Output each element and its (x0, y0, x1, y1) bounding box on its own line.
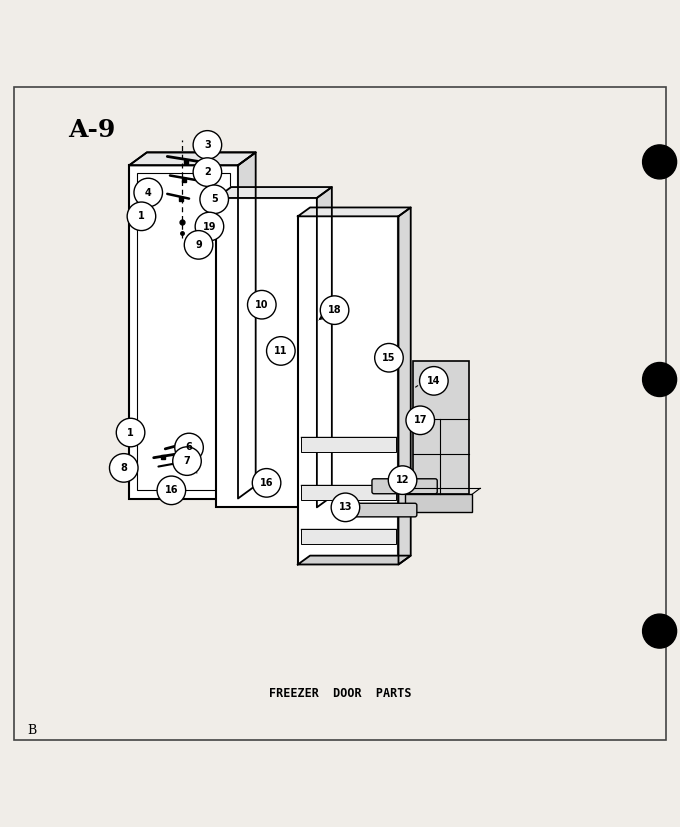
FancyBboxPatch shape (413, 361, 469, 494)
Polygon shape (216, 187, 332, 198)
Text: 6: 6 (186, 442, 192, 452)
FancyBboxPatch shape (372, 479, 437, 494)
Circle shape (200, 185, 228, 213)
Circle shape (173, 447, 201, 476)
Text: 18: 18 (328, 305, 341, 315)
Circle shape (420, 366, 448, 395)
FancyBboxPatch shape (129, 165, 238, 499)
FancyBboxPatch shape (345, 504, 417, 517)
Text: 1: 1 (138, 212, 145, 222)
Polygon shape (238, 152, 256, 499)
FancyBboxPatch shape (301, 485, 396, 500)
Circle shape (116, 418, 145, 447)
Circle shape (157, 476, 186, 504)
Text: 17: 17 (413, 415, 427, 425)
Text: 4: 4 (145, 188, 152, 198)
Circle shape (406, 406, 435, 434)
Text: FREEZER  DOOR  PARTS: FREEZER DOOR PARTS (269, 687, 411, 700)
Text: 2: 2 (204, 167, 211, 177)
Polygon shape (129, 152, 256, 165)
Text: 3: 3 (204, 140, 211, 150)
Circle shape (193, 158, 222, 186)
Text: 7: 7 (184, 457, 190, 466)
Text: 11: 11 (274, 346, 288, 356)
Polygon shape (298, 208, 411, 217)
FancyBboxPatch shape (301, 529, 396, 544)
FancyBboxPatch shape (298, 217, 398, 565)
Text: 9: 9 (195, 240, 202, 250)
Text: 8: 8 (120, 463, 127, 473)
Circle shape (134, 179, 163, 207)
FancyBboxPatch shape (14, 87, 666, 740)
FancyBboxPatch shape (301, 437, 396, 452)
Polygon shape (398, 208, 411, 565)
Text: 15: 15 (382, 353, 396, 363)
Polygon shape (298, 556, 411, 565)
Circle shape (643, 362, 677, 396)
Circle shape (320, 296, 349, 324)
Text: 5: 5 (211, 194, 218, 204)
FancyBboxPatch shape (137, 174, 230, 490)
Circle shape (252, 469, 281, 497)
Circle shape (267, 337, 295, 366)
FancyBboxPatch shape (405, 495, 472, 512)
Circle shape (248, 290, 276, 319)
FancyBboxPatch shape (216, 198, 317, 507)
Text: 19: 19 (203, 222, 216, 232)
Circle shape (175, 433, 203, 461)
Text: 16: 16 (260, 478, 273, 488)
Text: 13: 13 (339, 502, 352, 513)
Text: A-9: A-9 (68, 117, 116, 141)
Text: 1: 1 (127, 428, 134, 437)
Polygon shape (317, 187, 332, 507)
Circle shape (127, 202, 156, 231)
Circle shape (375, 343, 403, 372)
Text: B: B (27, 724, 37, 737)
Circle shape (109, 454, 138, 482)
Text: 16: 16 (165, 485, 178, 495)
Circle shape (643, 145, 677, 179)
Text: 10: 10 (255, 299, 269, 309)
Circle shape (643, 614, 677, 648)
Text: 12: 12 (396, 476, 409, 485)
Circle shape (193, 131, 222, 159)
Text: 14: 14 (427, 375, 441, 386)
Circle shape (331, 493, 360, 522)
Circle shape (388, 466, 417, 495)
Circle shape (195, 213, 224, 241)
Circle shape (184, 231, 213, 259)
